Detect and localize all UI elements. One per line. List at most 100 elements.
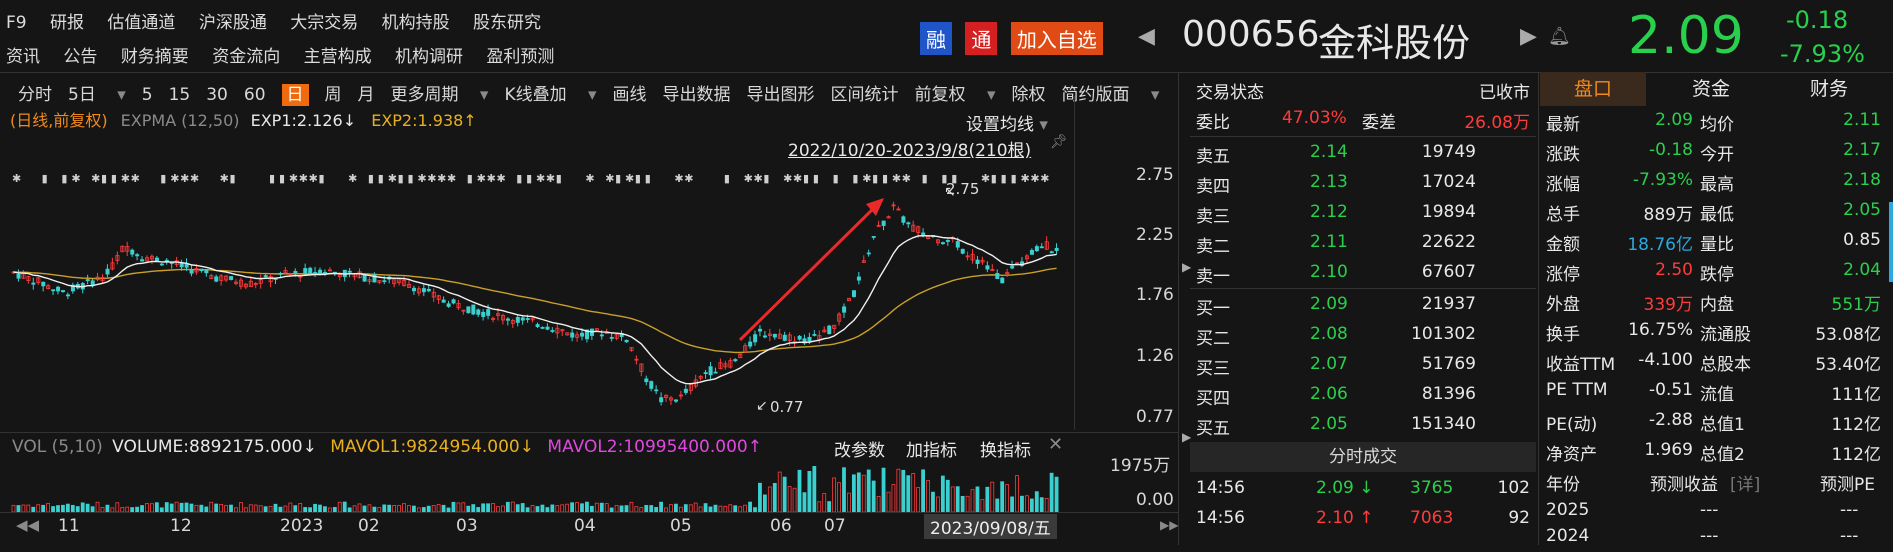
event-mark[interactable]: ✱ bbox=[299, 172, 308, 185]
set-ma-button[interactable]: 设置均线 ▾ bbox=[966, 115, 1048, 135]
forecast-detail-link[interactable]: [详] bbox=[1730, 475, 1761, 495]
tb-monthly[interactable]: 月 bbox=[357, 85, 375, 105]
expma-label[interactable]: EXPMA (12,50) bbox=[120, 111, 240, 130]
event-mark[interactable]: ✱ bbox=[71, 172, 80, 185]
event-mark[interactable]: ✱ bbox=[585, 172, 594, 185]
ask-row[interactable]: 卖五 2.14 19749 bbox=[1190, 138, 1536, 168]
event-mark[interactable]: ▮ bbox=[111, 172, 117, 185]
nav-shareholder[interactable]: 股东研究 bbox=[473, 13, 542, 33]
event-mark[interactable]: ▮ bbox=[1001, 172, 1007, 185]
event-mark[interactable]: ✱ bbox=[91, 172, 100, 185]
ask-row[interactable]: 卖二 2.11 22622 bbox=[1190, 228, 1536, 258]
event-mark[interactable]: ✱ bbox=[121, 172, 130, 185]
event-mark[interactable]: ▮ bbox=[1011, 172, 1017, 185]
add-indicator-button[interactable]: 加指标 bbox=[906, 441, 957, 461]
event-mark[interactable]: ✱ bbox=[180, 172, 189, 185]
event-mark[interactable]: ▮ bbox=[269, 172, 275, 185]
event-mark[interactable]: ✱ bbox=[477, 172, 486, 185]
tb-export-data[interactable]: 导出数据 bbox=[662, 85, 731, 105]
event-mark[interactable]: ▮ bbox=[61, 172, 67, 185]
tb-weekly[interactable]: 周 bbox=[324, 85, 342, 105]
nav-profit-forecast[interactable]: 盈利预测 bbox=[486, 47, 555, 67]
event-mark[interactable]: ▮ bbox=[852, 172, 858, 185]
tick-row[interactable]: 14:56 2.09 ↓ 3765 102 bbox=[1190, 474, 1536, 504]
event-mark[interactable]: ▮ bbox=[882, 172, 888, 185]
bid-row[interactable]: 买四 2.06 81396 bbox=[1190, 380, 1536, 410]
event-mark[interactable]: ✱ bbox=[427, 172, 436, 185]
event-mark[interactable]: ✱ bbox=[437, 172, 446, 185]
event-mark[interactable]: ✱ bbox=[309, 172, 318, 185]
tab-pankou[interactable]: 盘口 bbox=[1540, 72, 1646, 106]
event-mark[interactable]: ✱ bbox=[754, 172, 763, 185]
volume-chart[interactable] bbox=[0, 460, 1075, 512]
event-mark[interactable]: ▮ bbox=[378, 172, 384, 185]
event-mark[interactable]: ✱ bbox=[1040, 172, 1049, 185]
tb-export-image[interactable]: 导出图形 bbox=[746, 85, 815, 105]
tb-daily[interactable]: 日 bbox=[281, 84, 309, 106]
nav-news[interactable]: 资讯 bbox=[6, 47, 40, 67]
kline-chart[interactable]: ✱ ▮ ▮ ✱ ✱ ▮ ▮ ✱ ✱ ▮ ✱ ✱ ✱ ✱ ▮ ▮ ▮ ✱ ✱ ✱ ▮ ✱ ▮ ▮ ✱ ▮ ▮ ✱ ✱ ✱ ✱ ▮ ✱ ✱ ✱ ▮ ▮ ✱ ✱ ▮… bbox=[0, 160, 1075, 425]
tb-simple-layout[interactable]: 简约版面 ▾ bbox=[1061, 85, 1160, 105]
bell-icon[interactable]: 🔔︎ bbox=[1548, 26, 1571, 47]
event-mark[interactable]: ✱ bbox=[536, 172, 545, 185]
scrollbar[interactable] bbox=[1889, 202, 1893, 282]
event-mark[interactable]: ▮ bbox=[645, 172, 651, 185]
event-mark[interactable]: ✱ bbox=[783, 172, 792, 185]
switch-indicator-button[interactable]: 换指标 bbox=[980, 441, 1031, 461]
prev-stock-arrow-icon[interactable]: ◀ bbox=[1138, 24, 1155, 49]
ask-row[interactable]: 卖三 2.12 19894 bbox=[1190, 198, 1536, 228]
event-mark[interactable]: ✱ bbox=[981, 172, 990, 185]
tb-30m[interactable]: 30 bbox=[206, 85, 228, 105]
tb-5day[interactable]: 5日 ▾ bbox=[68, 85, 126, 105]
tb-draw-line[interactable]: 画线 bbox=[612, 85, 647, 105]
tb-intraday[interactable]: 分时 bbox=[18, 85, 52, 105]
event-mark[interactable]: ✱ bbox=[546, 172, 555, 185]
tab-funds[interactable]: 资金 bbox=[1691, 78, 1730, 100]
event-mark[interactable]: ✱ bbox=[605, 172, 614, 185]
bid-row[interactable]: 买三 2.07 51769 bbox=[1190, 350, 1536, 380]
event-mark[interactable]: ✱ bbox=[447, 172, 456, 185]
tb-kline-overlay[interactable]: K线叠加 ▾ bbox=[504, 85, 597, 105]
nav-business[interactable]: 主营构成 bbox=[303, 47, 372, 67]
event-mark[interactable]: ✱ bbox=[131, 172, 140, 185]
bid-row[interactable]: 买二 2.08 101302 bbox=[1190, 320, 1536, 350]
event-mark[interactable]: ▮ bbox=[42, 172, 48, 185]
ask-row[interactable]: 卖四 2.13 17024 bbox=[1190, 168, 1536, 198]
tab-finance[interactable]: 财务 bbox=[1809, 78, 1848, 100]
event-mark[interactable]: ▮ bbox=[941, 172, 947, 185]
event-mark[interactable]: ▮ bbox=[318, 172, 324, 185]
nav-fund-flow[interactable]: 资金流向 bbox=[212, 47, 281, 67]
event-mark[interactable]: ✱ bbox=[348, 172, 357, 185]
event-mark[interactable]: ▮ bbox=[101, 172, 107, 185]
event-mark[interactable]: ✱ bbox=[289, 172, 298, 185]
vol-label[interactable]: VOL (5,10) bbox=[12, 437, 103, 457]
scroll-left-icon[interactable]: ◀◀ bbox=[16, 516, 40, 534]
event-mark[interactable]: ✱ bbox=[674, 172, 683, 185]
nav-fin-summary[interactable]: 财务摘要 bbox=[120, 47, 189, 67]
event-mark[interactable]: ✱ bbox=[902, 172, 911, 185]
nav-inst-survey[interactable]: 机构调研 bbox=[395, 47, 464, 67]
nav-announce[interactable]: 公告 bbox=[63, 47, 98, 67]
event-mark[interactable]: ✱ bbox=[684, 172, 693, 185]
connect-badge[interactable]: 通 bbox=[965, 22, 998, 55]
add-watchlist-button[interactable]: 加入自选 bbox=[1010, 22, 1103, 55]
margin-badge[interactable]: 融 bbox=[920, 22, 952, 55]
collapse-arrow-icon-2[interactable]: ▶ bbox=[1182, 430, 1192, 444]
event-mark[interactable]: ✱ bbox=[625, 172, 634, 185]
event-mark[interactable]: ▮ bbox=[833, 172, 839, 185]
event-mark[interactable]: ▮ bbox=[516, 172, 522, 185]
event-mark[interactable]: ✱ bbox=[496, 172, 505, 185]
ask-row[interactable]: 卖一 2.10 67607 bbox=[1190, 258, 1536, 288]
event-mark[interactable]: ▮ bbox=[803, 172, 809, 185]
event-mark[interactable]: ▮ bbox=[160, 172, 166, 185]
event-mark[interactable]: ▮ bbox=[922, 172, 928, 185]
event-mark[interactable]: ▮ bbox=[635, 172, 641, 185]
event-mark[interactable]: ✱ bbox=[417, 172, 426, 185]
event-mark[interactable]: ✱ bbox=[388, 172, 397, 185]
nav-valuation[interactable]: 估值通道 bbox=[107, 13, 176, 33]
scroll-right-icon[interactable]: ▶▶ bbox=[1160, 518, 1179, 532]
event-mark[interactable]: ▮ bbox=[279, 172, 285, 185]
event-mark[interactable]: ▮ bbox=[368, 172, 374, 185]
event-mark[interactable]: ✱ bbox=[190, 172, 199, 185]
event-mark[interactable]: ✱ bbox=[1030, 172, 1039, 185]
